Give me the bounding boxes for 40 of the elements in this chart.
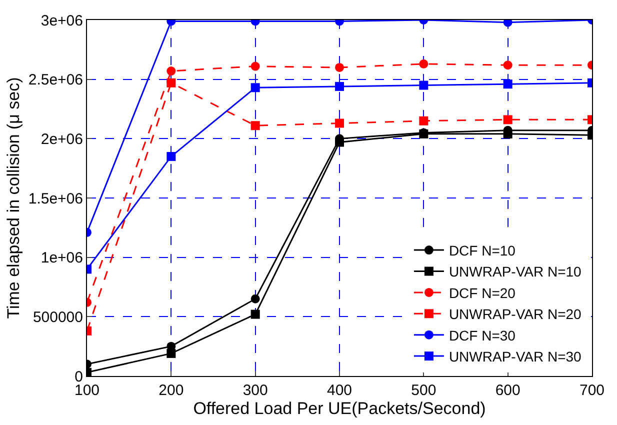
point [250,121,260,130]
point [503,80,512,89]
point [503,115,512,124]
y-tick-label: 1.5e+06 [28,190,83,208]
point [250,83,260,92]
point [250,310,260,319]
y-tick-label: 2e+06 [40,130,83,148]
x-tick-label: 600 [495,382,520,399]
y-tick-label: 500000 [32,308,83,326]
x-tick-label: 400 [326,382,352,399]
x-tick-label: 300 [242,382,268,399]
point [503,129,512,138]
x-axis-title: Offered Load Per UE(Packets/Second) [193,399,486,418]
x-tick-label: 200 [158,382,184,399]
legend-label: UNWRAP-VAR N=30 [448,348,582,364]
point [503,60,512,70]
point [250,62,260,71]
legend-label: DCF N=30 [448,327,516,344]
point [335,138,344,147]
point [419,59,428,68]
point [166,78,176,88]
point [166,66,176,76]
point [419,116,428,126]
x-tick-label: 700 [579,382,605,399]
point [166,152,176,161]
point [335,118,344,128]
point [335,62,344,72]
point [335,82,344,91]
point [419,80,428,90]
legend-label: DCF N=20 [448,284,516,301]
y-tick-label: 3e+06 [40,12,83,30]
y-tick-label: 2.5e+06 [28,72,83,89]
legend-label: UNWRAP-VAR N=20 [448,306,582,322]
x-tick-label: 500 [411,382,436,399]
point [250,294,260,304]
legend-label: UNWRAP-VAR N=10 [448,264,582,280]
point [166,348,176,358]
legend-label: DCF N=10 [448,242,516,258]
y-tick-label: 1e+06 [40,250,83,267]
y-axis-title: Time elapsed in collision (μ sec) [4,77,23,319]
